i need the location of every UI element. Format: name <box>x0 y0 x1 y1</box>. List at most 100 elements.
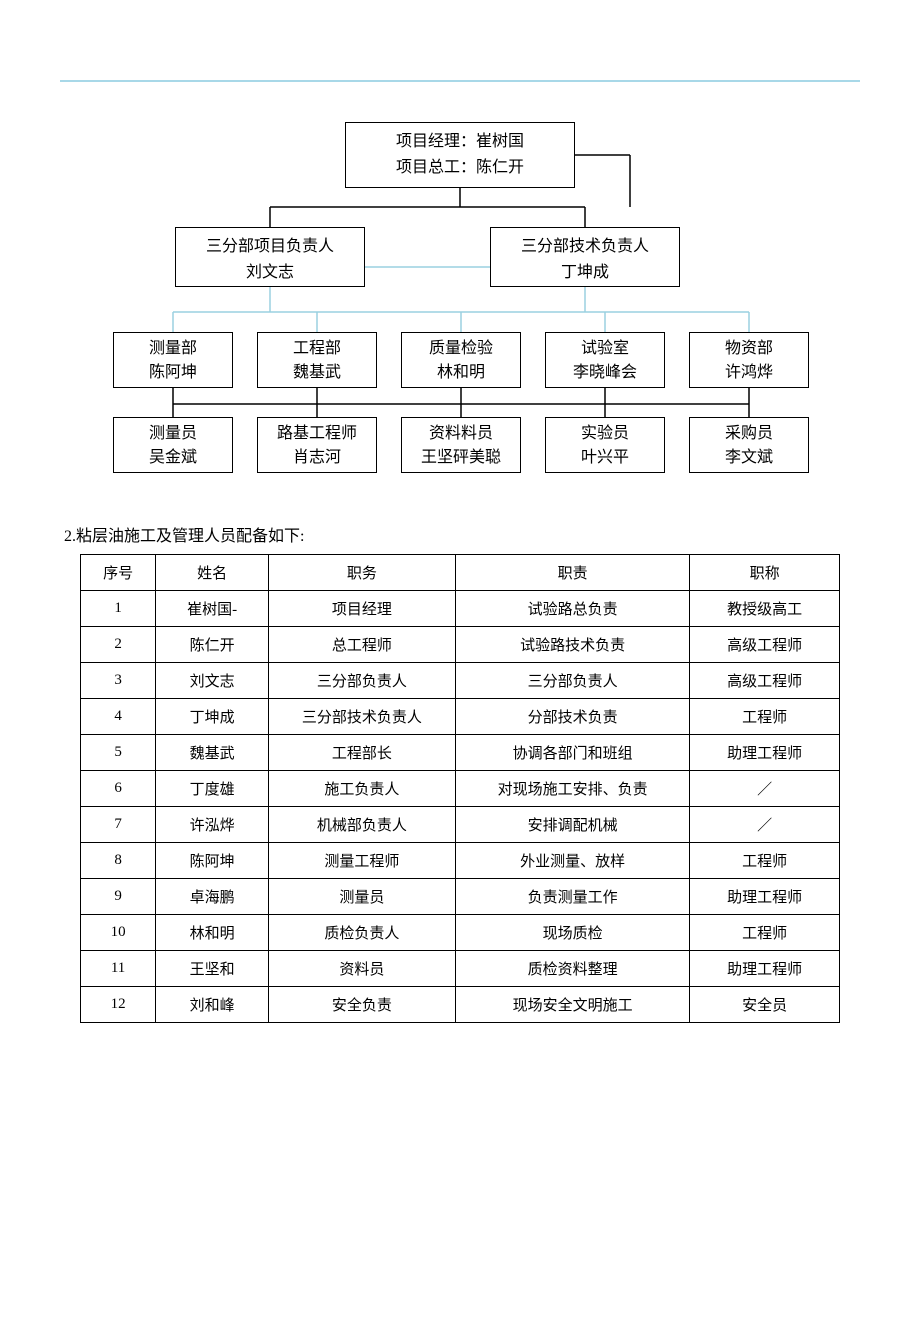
node-line2: 魏基武 <box>258 361 376 385</box>
table-row: 12刘和峰安全负责现场安全文明施工安全员 <box>81 987 840 1023</box>
table-cell: 外业测量、放样 <box>455 843 689 879</box>
table-cell: 10 <box>81 915 156 951</box>
node-line2: 吴金斌 <box>114 446 232 470</box>
table-cell: 现场安全文明施工 <box>455 987 689 1023</box>
node-l3-3: 试验室李晓峰会 <box>545 332 665 388</box>
node-line1: 测量员 <box>114 422 232 446</box>
node-line1: 物资部 <box>690 337 808 361</box>
node-l4-4: 采购员李文斌 <box>689 417 809 473</box>
table-row: 11王坚和资料员质检资料整理助理工程师 <box>81 951 840 987</box>
node-line1: 三分部技术负责人 <box>491 234 679 260</box>
table-cell: 质检负责人 <box>268 915 455 951</box>
node-l3-0: 测量部陈阿坤 <box>113 332 233 388</box>
table-cell: 试验路技术负责 <box>455 627 689 663</box>
table-cell: 工程师 <box>690 843 840 879</box>
node-line2: 许鸿烨 <box>690 361 808 385</box>
col-header: 序号 <box>81 555 156 591</box>
node-line2: 陈阿坤 <box>114 361 232 385</box>
table-cell: 许泓烨 <box>156 807 269 843</box>
node-l3-2: 质量检验林和明 <box>401 332 521 388</box>
node-line2: 李晓峰会 <box>546 361 664 385</box>
table-row: 3刘文志三分部负责人三分部负责人高级工程师 <box>81 663 840 699</box>
table-cell: 刘文志 <box>156 663 269 699</box>
node-line2: 林和明 <box>402 361 520 385</box>
table-row: 7许泓烨机械部负责人安排调配机械／ <box>81 807 840 843</box>
node-line1: 质量检验 <box>402 337 520 361</box>
table-cell: 分部技术负责 <box>455 699 689 735</box>
table-cell: 协调各部门和班组 <box>455 735 689 771</box>
table-cell: 机械部负责人 <box>268 807 455 843</box>
table-cell: 卓海鹏 <box>156 879 269 915</box>
table-cell: 助理工程师 <box>690 879 840 915</box>
node-line2: 刘文志 <box>176 260 364 286</box>
table-cell: 陈阿坤 <box>156 843 269 879</box>
table-cell: 现场质检 <box>455 915 689 951</box>
table-cell: 测量员 <box>268 879 455 915</box>
node-l4-2: 资料料员王坚砰美聪 <box>401 417 521 473</box>
node-line2: 项目总工：陈仁开 <box>346 155 574 181</box>
table-head: 序号姓名职务职责职称 <box>81 555 840 591</box>
table-row: 5魏基武工程部长协调各部门和班组助理工程师 <box>81 735 840 771</box>
table-cell: 总工程师 <box>268 627 455 663</box>
table-cell: 教授级高工 <box>690 591 840 627</box>
table-body: 1崔树国-项目经理试验路总负责教授级高工2陈仁开总工程师试验路技术负责高级工程师… <box>81 591 840 1023</box>
table-cell: 林和明 <box>156 915 269 951</box>
table-cell: 资料员 <box>268 951 455 987</box>
table-cell: 测量工程师 <box>268 843 455 879</box>
table-cell: 1 <box>81 591 156 627</box>
table-row: 4丁坤成三分部技术负责人分部技术负责工程师 <box>81 699 840 735</box>
table-cell: ／ <box>690 807 840 843</box>
col-header: 职称 <box>690 555 840 591</box>
node-line2: 王坚砰美聪 <box>402 446 520 470</box>
table-row: 6丁度雄施工负责人对现场施工安排、负责／ <box>81 771 840 807</box>
node-line1: 工程部 <box>258 337 376 361</box>
top-rule <box>60 80 860 82</box>
table-cell: 7 <box>81 807 156 843</box>
table-cell: 三分部负责人 <box>268 663 455 699</box>
node-l2-right: 三分部技术负责人丁坤成 <box>490 227 680 287</box>
node-l3-4: 物资部许鸿烨 <box>689 332 809 388</box>
table-cell: 工程师 <box>690 915 840 951</box>
node-line1: 三分部项目负责人 <box>176 234 364 260</box>
table-cell: 魏基武 <box>156 735 269 771</box>
node-line2: 李文斌 <box>690 446 808 470</box>
table-cell: 高级工程师 <box>690 663 840 699</box>
table-cell: 4 <box>81 699 156 735</box>
table-cell: 刘和峰 <box>156 987 269 1023</box>
table-cell: ／ <box>690 771 840 807</box>
table-cell: 三分部负责人 <box>455 663 689 699</box>
node-line2: 丁坤成 <box>491 260 679 286</box>
table-cell: 陈仁开 <box>156 627 269 663</box>
node-line1: 采购员 <box>690 422 808 446</box>
page: 项目经理：崔树国项目总工：陈仁开三分部项目负责人刘文志三分部技术负责人丁坤成测量… <box>0 0 920 1323</box>
table-cell: 对现场施工安排、负责 <box>455 771 689 807</box>
table-row: 2陈仁开总工程师试验路技术负责高级工程师 <box>81 627 840 663</box>
table-cell: 3 <box>81 663 156 699</box>
node-l4-3: 实验员叶兴平 <box>545 417 665 473</box>
node-l4-1: 路基工程师肖志河 <box>257 417 377 473</box>
node-line1: 资料料员 <box>402 422 520 446</box>
table-cell: 助理工程师 <box>690 735 840 771</box>
node-line2: 叶兴平 <box>546 446 664 470</box>
col-header: 姓名 <box>156 555 269 591</box>
table-cell: 12 <box>81 987 156 1023</box>
table-cell: 2 <box>81 627 156 663</box>
staff-table: 序号姓名职务职责职称 1崔树国-项目经理试验路总负责教授级高工2陈仁开总工程师试… <box>80 554 840 1023</box>
node-l4-0: 测量员吴金斌 <box>113 417 233 473</box>
table-row: 1崔树国-项目经理试验路总负责教授级高工 <box>81 591 840 627</box>
node-line1: 试验室 <box>546 337 664 361</box>
table-cell: 工程师 <box>690 699 840 735</box>
table-row: 10林和明质检负责人现场质检工程师 <box>81 915 840 951</box>
table-cell: 崔树国- <box>156 591 269 627</box>
table-cell: 三分部技术负责人 <box>268 699 455 735</box>
table-cell: 施工负责人 <box>268 771 455 807</box>
table-cell: 5 <box>81 735 156 771</box>
table-cell: 安全负责 <box>268 987 455 1023</box>
table-cell: 高级工程师 <box>690 627 840 663</box>
table-row: 8陈阿坤测量工程师外业测量、放样工程师 <box>81 843 840 879</box>
node-line1: 实验员 <box>546 422 664 446</box>
table-cell: 安全员 <box>690 987 840 1023</box>
table-cell: 丁坤成 <box>156 699 269 735</box>
node-line1: 项目经理：崔树国 <box>346 129 574 155</box>
table-cell: 王坚和 <box>156 951 269 987</box>
